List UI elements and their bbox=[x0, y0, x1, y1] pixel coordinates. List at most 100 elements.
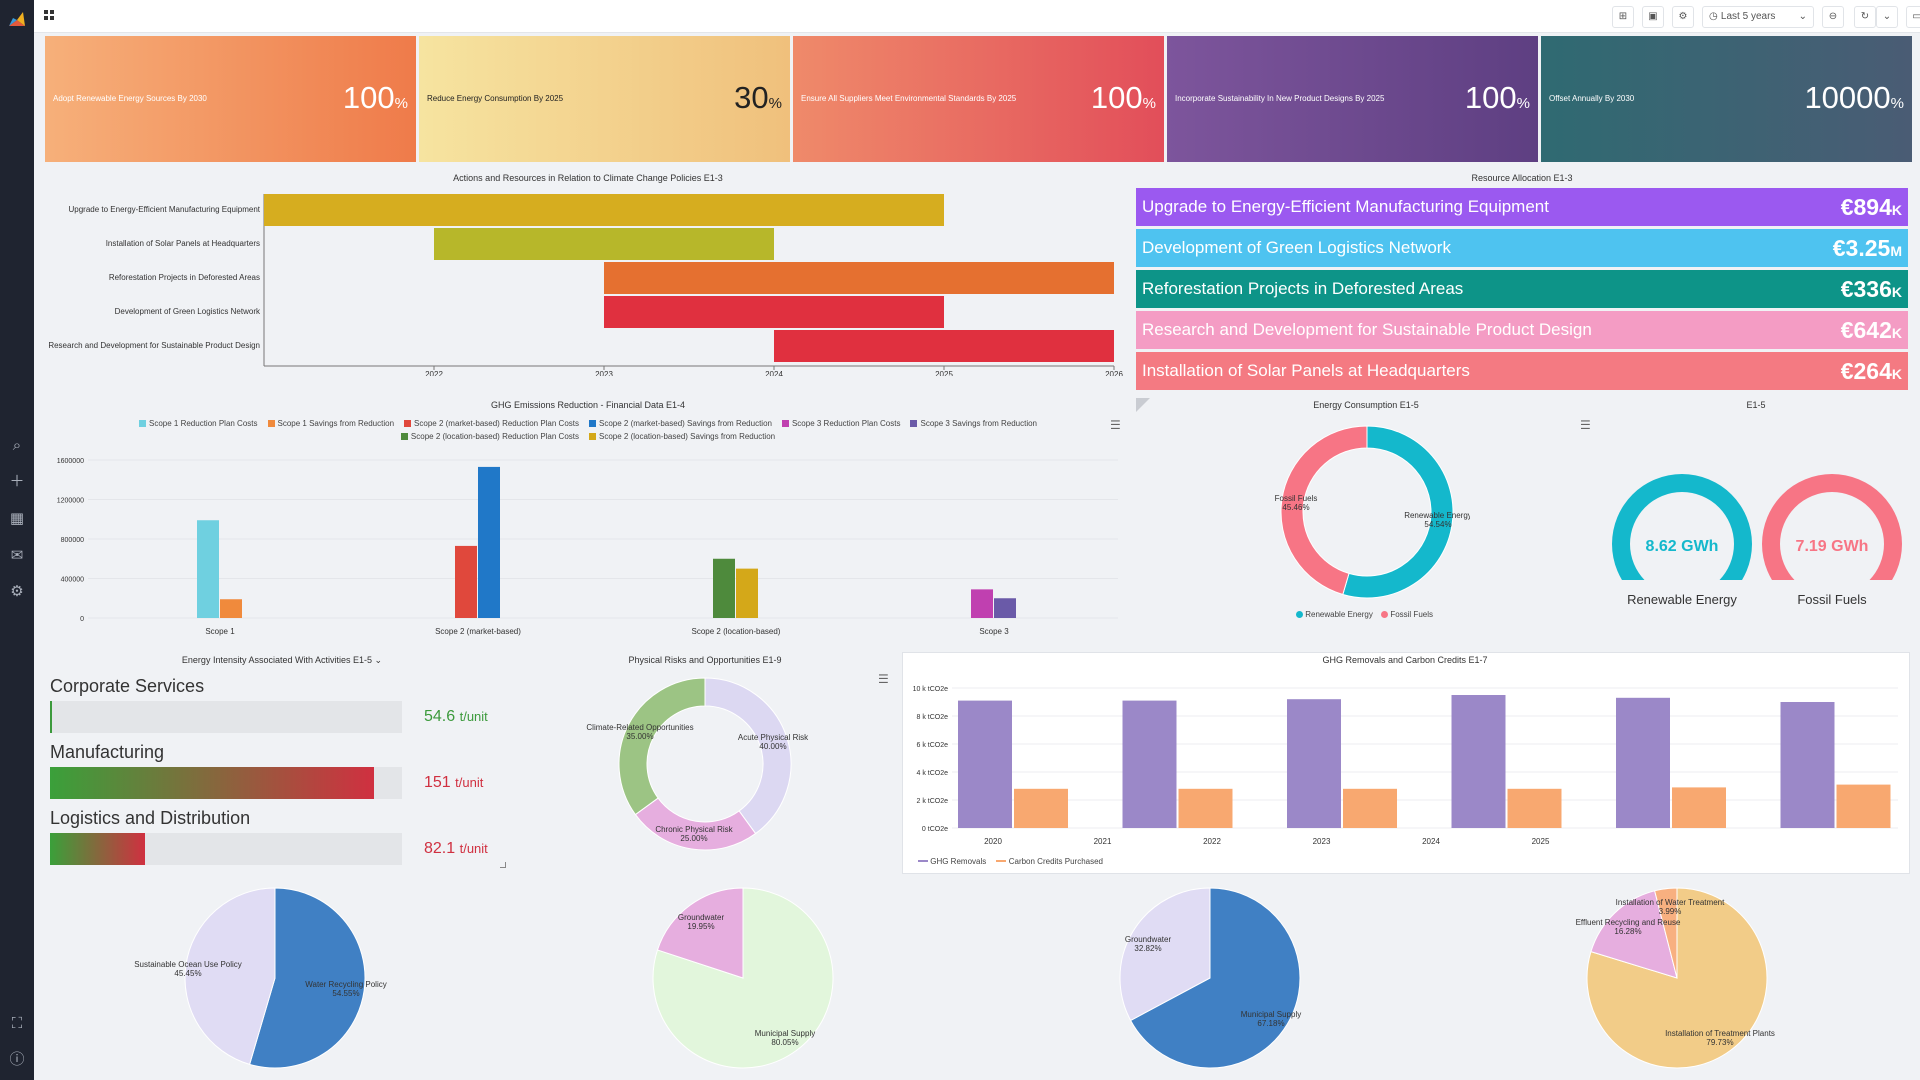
resize-handle-icon[interactable] bbox=[500, 862, 506, 868]
timeline-bar[interactable] bbox=[774, 330, 1114, 362]
refresh-interval-chevron-icon[interactable]: ⌄ bbox=[1876, 6, 1898, 28]
screenshot-icon[interactable]: ⛶ bbox=[11, 1014, 23, 1032]
ghg-removals-bar[interactable] bbox=[1451, 695, 1506, 828]
ghg-legend-item[interactable]: Scope 3 Reduction Plan Costs bbox=[781, 419, 900, 428]
fossil-legend-label: Fossil Fuels bbox=[1390, 610, 1433, 619]
ghg-removals-title: GHG Removals and Carbon Credits E1-7 bbox=[1322, 655, 1488, 665]
physical-risks-title: Physical Risks and Opportunities E1-9 bbox=[628, 655, 782, 665]
slice-percent: 16.28% bbox=[1614, 927, 1641, 936]
refresh-icon[interactable]: ↻ bbox=[1854, 6, 1876, 28]
ghg-bar[interactable] bbox=[455, 545, 477, 618]
risks-panel-menu-icon[interactable]: ☰ bbox=[878, 672, 889, 686]
carbon-credits-bar[interactable] bbox=[1178, 788, 1233, 828]
resource-value: €336K bbox=[1841, 276, 1902, 303]
chevron-down-icon[interactable]: ⌄ bbox=[374, 655, 383, 665]
timeline-bar[interactable] bbox=[434, 228, 774, 260]
resource-allocation-bar[interactable]: Development of Green Logistics Network €3… bbox=[1136, 229, 1908, 267]
dashboards-icon[interactable]: ▦ bbox=[9, 509, 25, 527]
timeline-row-label: Upgrade to Energy-Efficient Manufacturin… bbox=[68, 205, 260, 214]
timeline-bar[interactable] bbox=[264, 194, 944, 226]
dashboard-grid-icon[interactable] bbox=[44, 10, 54, 20]
save-dashboard-icon[interactable]: ▣ bbox=[1642, 6, 1664, 28]
slice-percent: 67.18% bbox=[1257, 1019, 1284, 1028]
resource-allocation-bar[interactable]: Research and Development for Sustainable… bbox=[1136, 311, 1908, 349]
ghg-legend-item[interactable]: Scope 2 (market-based) Reduction Plan Co… bbox=[404, 419, 579, 428]
x-tick-label: 2022 bbox=[425, 370, 443, 376]
resource-amount: €336 bbox=[1840, 276, 1892, 302]
kpi-label: Ensure All Suppliers Meet Environmental … bbox=[801, 94, 1017, 103]
policy-pie-slice[interactable] bbox=[184, 887, 276, 1065]
kpi-tile: Offset Annually By 2030 10000% bbox=[1541, 36, 1912, 162]
ghg-legend-item[interactable]: Scope 2 (location-based) Savings from Re… bbox=[589, 432, 775, 441]
ghg-bar[interactable] bbox=[971, 589, 993, 618]
resource-allocation-bar[interactable]: Installation of Solar Panels at Headquar… bbox=[1136, 352, 1908, 390]
ghg-removals-panel bbox=[902, 652, 1910, 874]
ghg-legend-item[interactable]: Scope 1 Reduction Plan Costs bbox=[139, 419, 258, 428]
ghg-removals-bar[interactable] bbox=[1287, 699, 1341, 828]
ghg-bar[interactable] bbox=[713, 558, 735, 618]
ghg-removals-bar[interactable] bbox=[1122, 700, 1177, 828]
clock-icon: ◷ bbox=[1709, 11, 1718, 22]
policy-pie-slice[interactable] bbox=[248, 887, 366, 1069]
carbon-credits-legend-label: Carbon Credits Purchased bbox=[1008, 857, 1103, 866]
plus-icon[interactable]: ＋ bbox=[9, 472, 25, 490]
tv-mode-icon[interactable]: ▭ bbox=[1906, 6, 1920, 28]
y-tick-label: 1200000 bbox=[57, 498, 84, 505]
treatment-pie-slice[interactable] bbox=[1654, 887, 1678, 979]
resource-allocation-bar[interactable]: Reforestation Projects in Deforested Are… bbox=[1136, 270, 1908, 308]
resource-label: Upgrade to Energy-Efficient Manufacturin… bbox=[1142, 197, 1549, 216]
x-tick-label: 2022 bbox=[1203, 837, 1221, 846]
search-icon[interactable]: ⌕ bbox=[12, 436, 22, 454]
water-supply-pie-slice[interactable] bbox=[1119, 887, 1211, 1022]
ghg-legend-item[interactable]: Scope 1 Savings from Reduction bbox=[267, 419, 394, 428]
ghg-removals-bar[interactable] bbox=[958, 700, 1012, 828]
risk-donut-slice[interactable] bbox=[704, 677, 792, 835]
ghg-legend-item[interactable]: Scope 2 (location-based) Reduction Plan … bbox=[400, 432, 579, 441]
slice-percent: 80.05% bbox=[771, 1038, 798, 1047]
timeline-bar[interactable] bbox=[604, 262, 1114, 294]
energy-donut-slice[interactable] bbox=[1342, 425, 1454, 599]
water-supply-pie-slice[interactable] bbox=[1129, 887, 1301, 1069]
ghg-removals-bar[interactable] bbox=[1780, 702, 1835, 828]
ghg-bar[interactable] bbox=[478, 466, 500, 618]
intensity-value: 151 t/unit bbox=[424, 774, 483, 792]
app-logo[interactable] bbox=[7, 8, 27, 28]
resource-value: €3.25M bbox=[1833, 235, 1902, 262]
info-icon[interactable]: ⓘ bbox=[9, 1050, 25, 1068]
ghg-bar[interactable] bbox=[220, 599, 242, 618]
timeline-bar[interactable] bbox=[604, 296, 944, 328]
y-tick-label: 800000 bbox=[61, 537, 84, 544]
zoom-out-icon[interactable]: ⊖ bbox=[1822, 6, 1844, 28]
ghg-bar[interactable] bbox=[994, 598, 1016, 618]
carbon-credits-bar[interactable] bbox=[1343, 788, 1397, 828]
carbon-credits-bar[interactable] bbox=[1672, 787, 1726, 828]
ghg-panel-menu-icon[interactable]: ☰ bbox=[1110, 418, 1121, 432]
y-tick-label: 0 bbox=[80, 616, 84, 623]
energy-donut-slice[interactable] bbox=[1280, 425, 1368, 596]
water-source-pie-slice[interactable] bbox=[656, 887, 744, 979]
carbon-credits-bar[interactable] bbox=[1014, 788, 1068, 828]
ghg-legend-item[interactable]: Scope 2 (market-based) Savings from Redu… bbox=[589, 419, 772, 428]
ghg-chart-title: GHG Emissions Reduction - Financial Data… bbox=[490, 400, 686, 410]
resource-allocation-bar[interactable]: Upgrade to Energy-Efficient Manufacturin… bbox=[1136, 188, 1908, 226]
ghg-removals-bar[interactable] bbox=[1616, 697, 1670, 828]
add-panel-icon[interactable]: ⊞ bbox=[1612, 6, 1634, 28]
intensity-value: 82.1 t/unit bbox=[424, 840, 488, 858]
alerts-icon[interactable]: ✉ bbox=[10, 546, 24, 564]
ghg-bar[interactable] bbox=[736, 568, 758, 618]
risk-donut-slice[interactable] bbox=[618, 677, 706, 816]
kpi-value: 10000% bbox=[1804, 80, 1904, 116]
ghg-bar[interactable] bbox=[197, 520, 219, 618]
carbon-credits-bar[interactable] bbox=[1836, 784, 1891, 828]
treatment-pie-slice[interactable] bbox=[1590, 890, 1678, 979]
time-range-picker[interactable]: ◷ Last 5 years ⌄ bbox=[1702, 6, 1814, 28]
dashboard-settings-icon[interactable]: ⚙ bbox=[1672, 6, 1694, 28]
carbon-credits-bar[interactable] bbox=[1507, 788, 1562, 828]
ghg-legend-item[interactable]: Scope 3 Savings from Reduction bbox=[910, 419, 1037, 428]
slice-label: Installation of Water Treatment bbox=[1616, 898, 1725, 907]
dashboard-toolbar: ⊞ ▣ ⚙ ◷ Last 5 years ⌄ ⊖ ↻ ⌄ ▭ bbox=[34, 0, 1920, 33]
settings-gear-icon[interactable]: ⚙ bbox=[10, 582, 24, 600]
e15-panel-menu-icon[interactable]: ☰ bbox=[1580, 418, 1591, 432]
